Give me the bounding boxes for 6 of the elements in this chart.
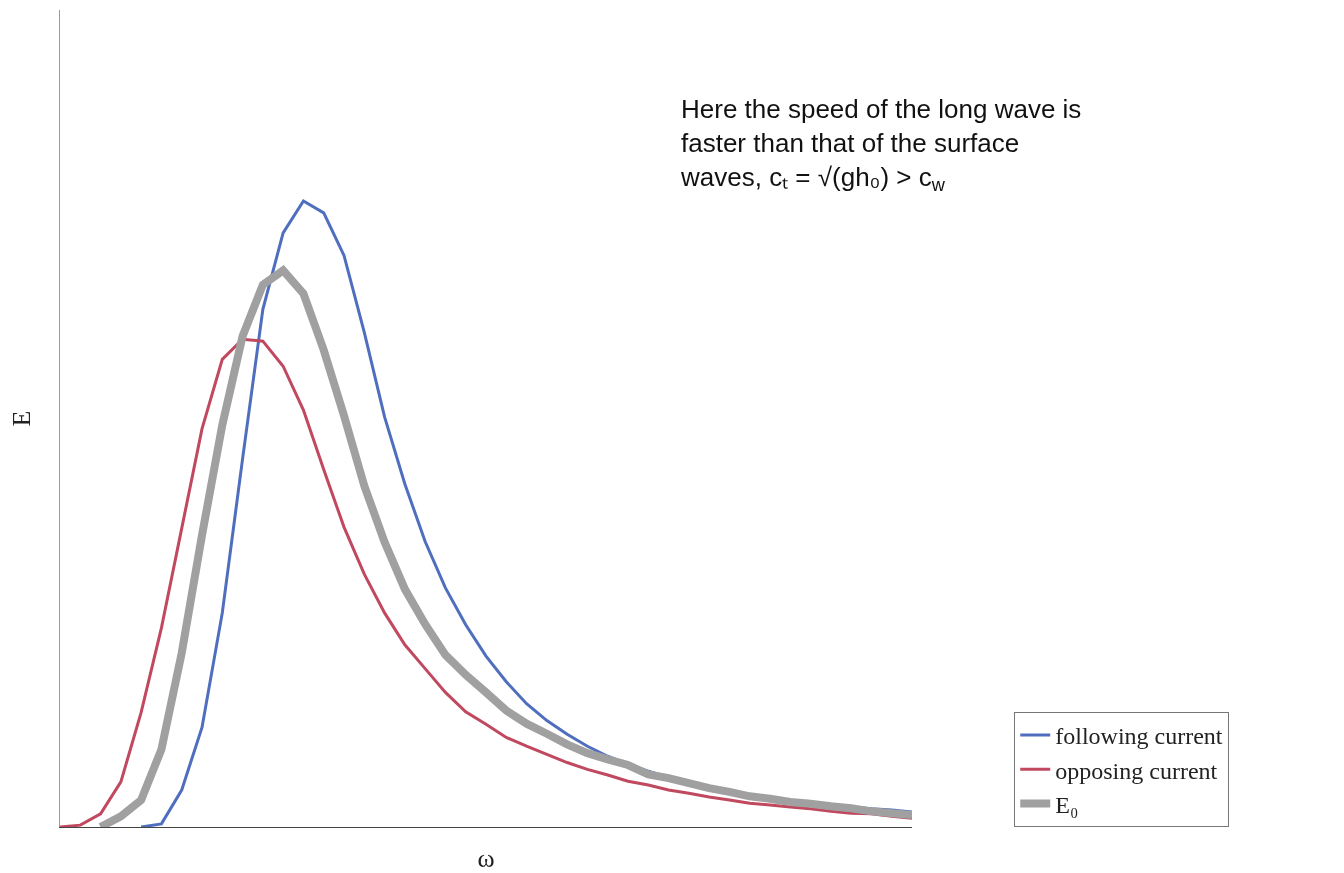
y-axis-title: E bbox=[7, 410, 37, 427]
legend-label: opposing current bbox=[1055, 757, 1218, 784]
x-axis-title: ω bbox=[477, 844, 495, 873]
legend-label: following current bbox=[1055, 723, 1223, 750]
legend-label: E₀ bbox=[1055, 791, 1079, 818]
text: Here the speed of the long wave is faster than that of the surface waves, cₜ = √(gh₀) > c$_{w}$ bbox=[680, 94, 1082, 196]
